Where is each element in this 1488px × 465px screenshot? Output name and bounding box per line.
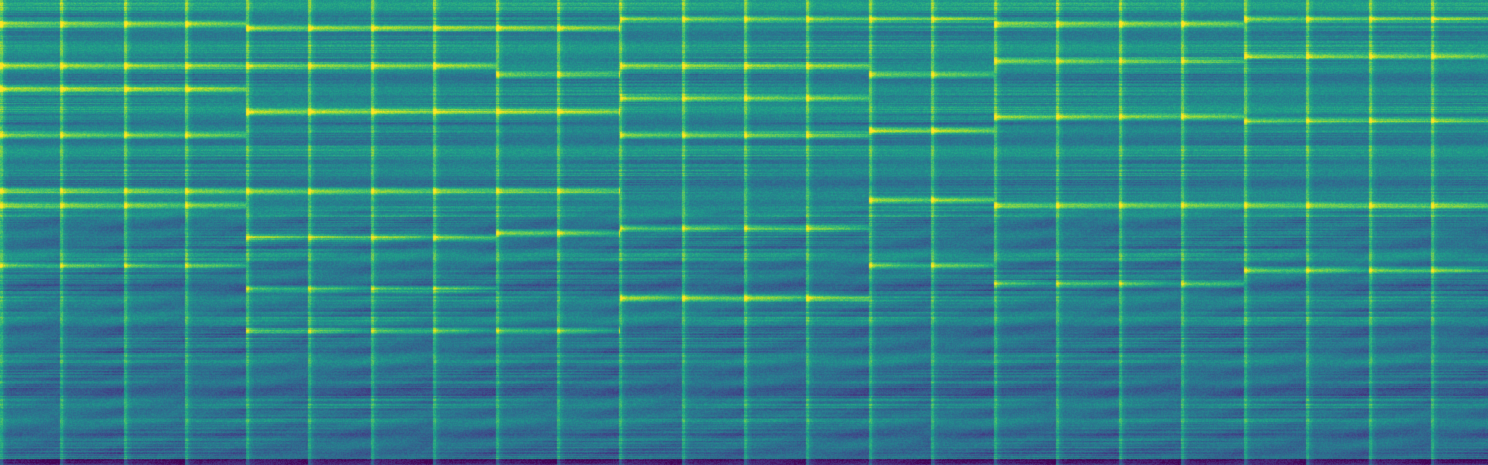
spectrogram-heatmap <box>0 0 1488 465</box>
